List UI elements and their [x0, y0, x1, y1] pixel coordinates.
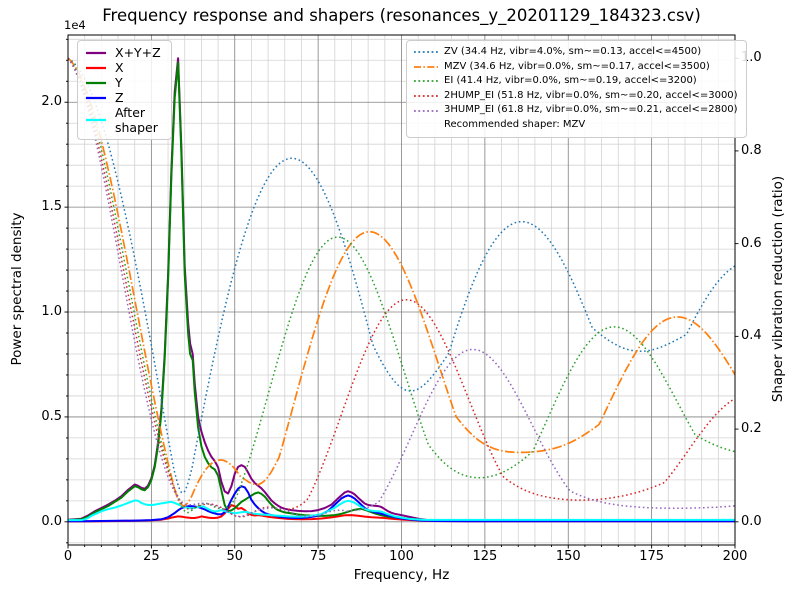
x-tick-label-150: 150 — [555, 549, 581, 564]
shaper-legend-label: 3HUMP_EI (61.8 Hz, vibr=0.0%, sm~=0.21, … — [444, 104, 738, 116]
legend-line-swatch — [86, 96, 106, 99]
x-tick-label-100: 100 — [389, 549, 414, 564]
psd-legend-label: X — [115, 60, 124, 75]
y-axis-label-right: Shaper vibration reduction (ratio) — [770, 175, 786, 403]
psd-legend-label: Z — [115, 90, 124, 105]
legend-line-swatch — [86, 118, 106, 122]
shaper-legend-label: EI (41.4 Hz, vibr=0.0%, sm~=0.19, accel<… — [444, 75, 697, 87]
shaper-legend-item-mzv: MZV (34.6 Hz, vibr=0.0%, sm~=0.17, accel… — [413, 60, 738, 75]
psd-legend-label: X+Y+Z — [115, 45, 161, 60]
legend-line-swatch — [414, 51, 438, 54]
x-tick-label-175: 175 — [639, 549, 665, 564]
shaper-legend-label: 2HUMP_EI (51.8 Hz, vibr=0.0%, sm~=0.20, … — [444, 89, 738, 101]
legend-line-swatch — [86, 51, 106, 54]
psd-legend: X+Y+Z X Y Z After shaper — [77, 40, 172, 140]
shaper-legend-item-2hump_ei: 2HUMP_EI (51.8 Hz, vibr=0.0%, sm~=0.20, … — [413, 89, 738, 104]
y-left-tick-label-0: 0.0 — [41, 513, 62, 529]
y-left-tick-label-0.5: 0.5 — [41, 408, 62, 424]
shaper-curve-3hump_ei — [68, 57, 735, 518]
y-right-tick-label-0.4: 0.4 — [741, 328, 762, 344]
x-tick-label-200: 200 — [722, 549, 748, 564]
recommended-shaper-label: Recommended shaper: MZV — [444, 118, 586, 130]
x-tick-label-0: 0 — [63, 549, 73, 564]
y-right-tick-label-0.8: 0.8 — [741, 142, 762, 158]
y-right-tick-label-0.6: 0.6 — [741, 235, 762, 251]
y-axis-offset-text: 1e4 — [64, 18, 86, 32]
y-left-tick-label-2: 2.0 — [41, 94, 62, 110]
psd-curve-y — [68, 61, 735, 522]
tick-marks — [64, 38, 739, 549]
legend-line-swatch — [414, 109, 438, 112]
psd-curve-x — [68, 504, 735, 523]
shaper-curves — [68, 57, 735, 518]
x-tick-label-50: 50 — [226, 549, 244, 564]
psd-legend-label: Y — [115, 75, 123, 90]
y-right-tick-label-0: 0.0 — [741, 513, 762, 529]
psd-curve-after-shaper — [68, 499, 735, 522]
psd-legend-item-2: Y — [85, 75, 161, 90]
psd-legend-item-3: Z — [85, 90, 161, 105]
psd-legend-item-1: X — [85, 60, 161, 75]
chart-title: Frequency response and shapers (resonanc… — [102, 6, 701, 25]
psd-legend-item-0: X+Y+Z — [85, 45, 161, 60]
x-tick-label-125: 125 — [472, 549, 498, 564]
shaper-legend-item-3hump_ei: 3HUMP_EI (61.8 Hz, vibr=0.0%, sm~=0.21, … — [413, 103, 738, 118]
x-tick-label-75: 75 — [309, 549, 327, 564]
psd-legend-item-4: After shaper — [85, 105, 161, 135]
y-left-tick-label-1.5: 1.5 — [41, 199, 62, 215]
shaper-legend-item-ei: EI (41.4 Hz, vibr=0.0%, sm~=0.19, accel<… — [413, 74, 738, 89]
legend-line-swatch — [414, 80, 438, 83]
y-left-tick-label-1: 1.0 — [41, 304, 62, 320]
y-axis-label-left: Power spectral density — [9, 212, 25, 366]
x-tick-label-25: 25 — [143, 549, 160, 564]
shaper-legend-item-zv: ZV (34.4 Hz, vibr=4.0%, sm~=0.13, accel<… — [413, 45, 738, 60]
recommended-shaper-note: Recommended shaper: MZV — [413, 118, 738, 133]
psd-legend-label: After shaper — [115, 105, 158, 135]
shaper-legend: ZV (34.4 Hz, vibr=4.0%, sm~=0.13, accel<… — [406, 40, 747, 138]
shaper-legend-label: ZV (34.4 Hz, vibr=4.0%, sm~=0.13, accel<… — [444, 46, 702, 57]
psd-curves — [68, 57, 735, 523]
legend-line-swatch — [86, 81, 106, 84]
shaper-curve-zv — [68, 57, 735, 494]
shaper-legend-label: MZV (34.6 Hz, vibr=0.0%, sm~=0.17, accel… — [444, 60, 710, 72]
shaper-curve-mzv — [68, 57, 735, 507]
y-right-tick-label-0.2: 0.2 — [741, 421, 762, 437]
x-axis-label: Frequency, Hz — [353, 567, 450, 583]
legend-line-swatch — [414, 95, 438, 97]
legend-line-swatch — [414, 66, 438, 68]
legend-line-swatch — [86, 66, 106, 69]
